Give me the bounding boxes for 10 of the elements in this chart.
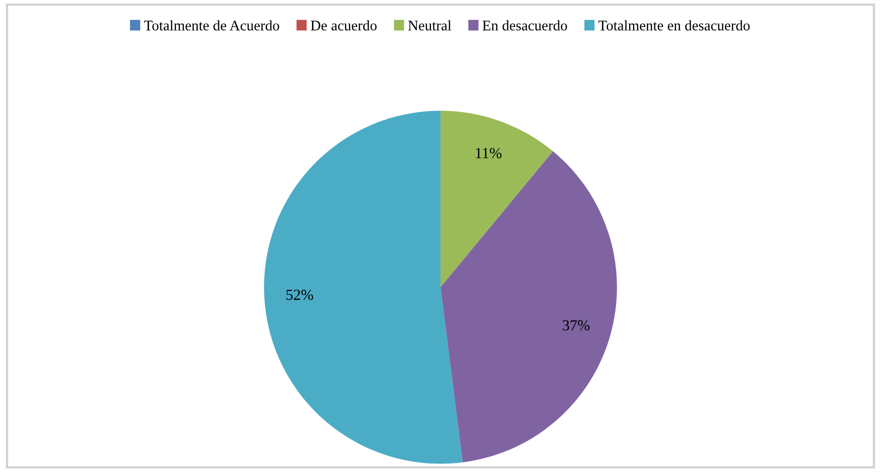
legend-label: De acuerdo [310, 20, 377, 30]
legend-label: En desacuerdo [482, 20, 568, 30]
data-label: 37% [562, 320, 590, 331]
data-label: 52% [286, 290, 314, 300]
pie-slice [264, 110, 463, 464]
data-label: 11% [476, 148, 502, 158]
legend-label: Neutral [408, 20, 452, 30]
legend-label: Totalmente de Acuerdo [144, 20, 280, 30]
pie-slice [440, 110, 553, 288]
legend-label: Totalmente en desacuerdo [598, 20, 750, 30]
